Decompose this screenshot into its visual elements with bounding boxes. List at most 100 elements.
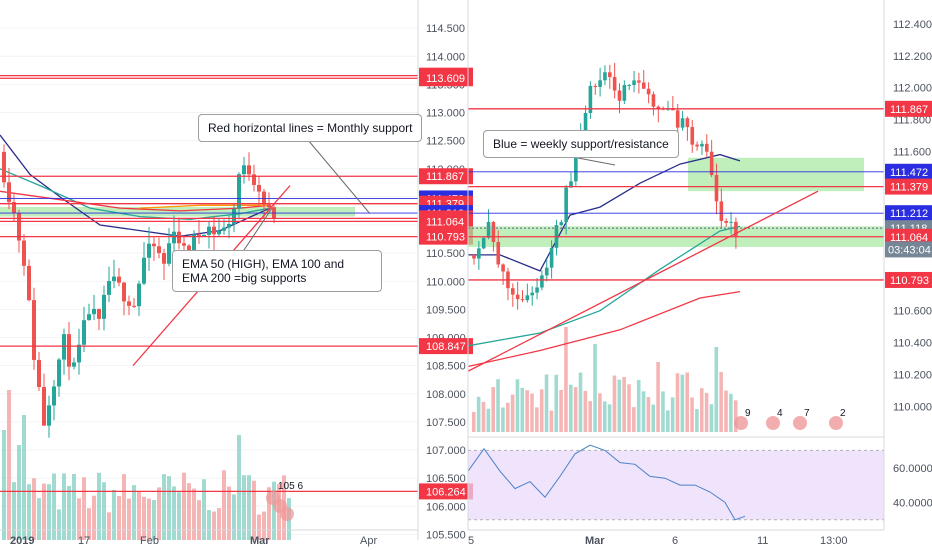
left-volume-bar bbox=[82, 477, 86, 540]
right-candle-body bbox=[588, 85, 593, 113]
left-volume-bar bbox=[252, 480, 256, 540]
left-candle-body bbox=[102, 294, 106, 319]
left-candle-body bbox=[27, 265, 31, 301]
right-event-flag bbox=[829, 416, 843, 430]
right-volume-bar bbox=[476, 396, 481, 432]
left-level-tag-label: 106.264 bbox=[426, 486, 466, 498]
right-volume-bar bbox=[695, 409, 699, 432]
left-candle-body bbox=[62, 334, 66, 360]
left-price-tick: 109.500 bbox=[426, 304, 466, 316]
right-price-tick: 110.600 bbox=[893, 306, 932, 318]
annotation-weekly-levels[interactable]: Blue = weekly support/resistance bbox=[483, 130, 679, 158]
right-candle-body bbox=[612, 77, 617, 91]
right-candle-body bbox=[535, 287, 539, 293]
left-candle-body bbox=[242, 165, 246, 175]
left-price-tick: 114.500 bbox=[426, 23, 465, 35]
right-candle-body bbox=[540, 275, 544, 288]
left-time-tick: 2019 bbox=[10, 535, 34, 547]
left-volume-bar bbox=[267, 487, 271, 540]
right-candle-body bbox=[627, 85, 631, 87]
left-annotation-pointer bbox=[307, 139, 371, 215]
annotation-ema-supports[interactable]: EMA 50 (HIGH), EMA 100 and EMA 200 =big … bbox=[172, 250, 382, 292]
left-price-tick: 106.500 bbox=[426, 473, 466, 485]
left-level-tag-label: 111.867 bbox=[426, 171, 464, 183]
left-annotation-pointer bbox=[239, 207, 273, 257]
left-level-tag bbox=[419, 168, 473, 185]
right-time-tick: 13:00 bbox=[820, 535, 848, 547]
right-candle-body bbox=[695, 144, 699, 147]
left-price-tick: 107.000 bbox=[426, 445, 466, 457]
left-volume-bar bbox=[122, 474, 126, 540]
right-level-tag bbox=[885, 178, 932, 195]
left-volume-bar bbox=[2, 430, 6, 540]
left-level-tag-label: 111.064 bbox=[426, 216, 464, 228]
right-level-tag bbox=[885, 100, 932, 117]
right-candle-body bbox=[637, 80, 641, 83]
right-volume-bar bbox=[583, 390, 588, 432]
right-ema-200 bbox=[467, 290, 741, 368]
left-volume-bar bbox=[197, 500, 201, 540]
right-candle-body bbox=[549, 247, 554, 268]
right-volume-bar bbox=[622, 377, 626, 432]
left-candle-body bbox=[152, 243, 156, 247]
right-candle-body bbox=[622, 85, 627, 101]
left-candle-body bbox=[222, 227, 226, 231]
right-volume-bar bbox=[564, 327, 568, 432]
right-volume-bar bbox=[704, 392, 709, 432]
left-candle-body bbox=[17, 213, 21, 241]
right-volume-bar bbox=[569, 384, 573, 432]
left-volume-bar bbox=[152, 500, 156, 540]
left-candle-body bbox=[42, 387, 46, 426]
right-price-tick: 112.400 bbox=[893, 19, 932, 31]
right-candle-body bbox=[472, 254, 476, 259]
left-level-tag bbox=[419, 213, 473, 230]
right-candle-body bbox=[714, 175, 719, 202]
right-volume-bar bbox=[559, 389, 563, 432]
right-volume-bar bbox=[627, 384, 631, 432]
right-candle-body bbox=[646, 88, 651, 95]
left-time-tick: Feb bbox=[140, 535, 159, 547]
annotation-monthly-support[interactable]: Red horizontal lines = Monthly support bbox=[198, 114, 423, 142]
right-event-flag bbox=[766, 416, 780, 430]
right-event-flag bbox=[793, 416, 807, 430]
left-level-tag bbox=[419, 483, 473, 500]
right-volume-bar bbox=[505, 402, 510, 432]
left-level-tag bbox=[419, 338, 473, 355]
left-volume-bar bbox=[132, 485, 136, 540]
left-candle-body bbox=[127, 301, 131, 306]
left-time-axis: 2019 17 Feb Mar Apr bbox=[0, 529, 418, 547]
left-candle-body bbox=[92, 308, 96, 315]
left-price-tick: 105.500 bbox=[426, 529, 466, 541]
left-volume-bar bbox=[112, 489, 116, 540]
left-event-flag-label: 105 6 bbox=[278, 481, 303, 492]
right-candle-body bbox=[632, 80, 636, 86]
right-volume-bar bbox=[544, 374, 549, 432]
right-candle-body bbox=[501, 264, 505, 272]
right-event-flag-label: 7 bbox=[804, 408, 810, 419]
left-candle-body bbox=[137, 283, 141, 307]
left-candle-body bbox=[142, 257, 146, 284]
left-candle-body bbox=[227, 224, 231, 228]
right-volume-bar bbox=[632, 407, 636, 432]
right-candle-body bbox=[700, 143, 704, 147]
right-candle-body bbox=[651, 94, 656, 107]
left-time-tick: Mar bbox=[250, 535, 270, 547]
left-candle-body bbox=[47, 405, 51, 426]
left-candle-body bbox=[112, 276, 116, 282]
left-price-tick: 114.000 bbox=[426, 51, 465, 63]
right-drawings: 9 4 7 2 bbox=[467, 157, 846, 430]
right-volume-bar bbox=[607, 404, 612, 432]
left-volume-bar bbox=[102, 482, 106, 540]
left-volume-bar bbox=[37, 498, 41, 540]
right-volume-bar bbox=[510, 394, 515, 432]
right-volume-bar bbox=[593, 344, 597, 432]
left-candle-body bbox=[117, 276, 121, 283]
right-time-axis: 5 Mar 6 11 13:00 bbox=[468, 529, 884, 547]
left-candle-body bbox=[72, 362, 76, 367]
right-volume-bar bbox=[472, 411, 476, 432]
right-level-tag-label: 111.064 bbox=[890, 232, 928, 244]
left-candle-body bbox=[252, 174, 256, 185]
right-candle-body bbox=[617, 90, 622, 101]
left-volume-bar bbox=[192, 488, 196, 540]
right-volume-bar bbox=[656, 362, 660, 432]
